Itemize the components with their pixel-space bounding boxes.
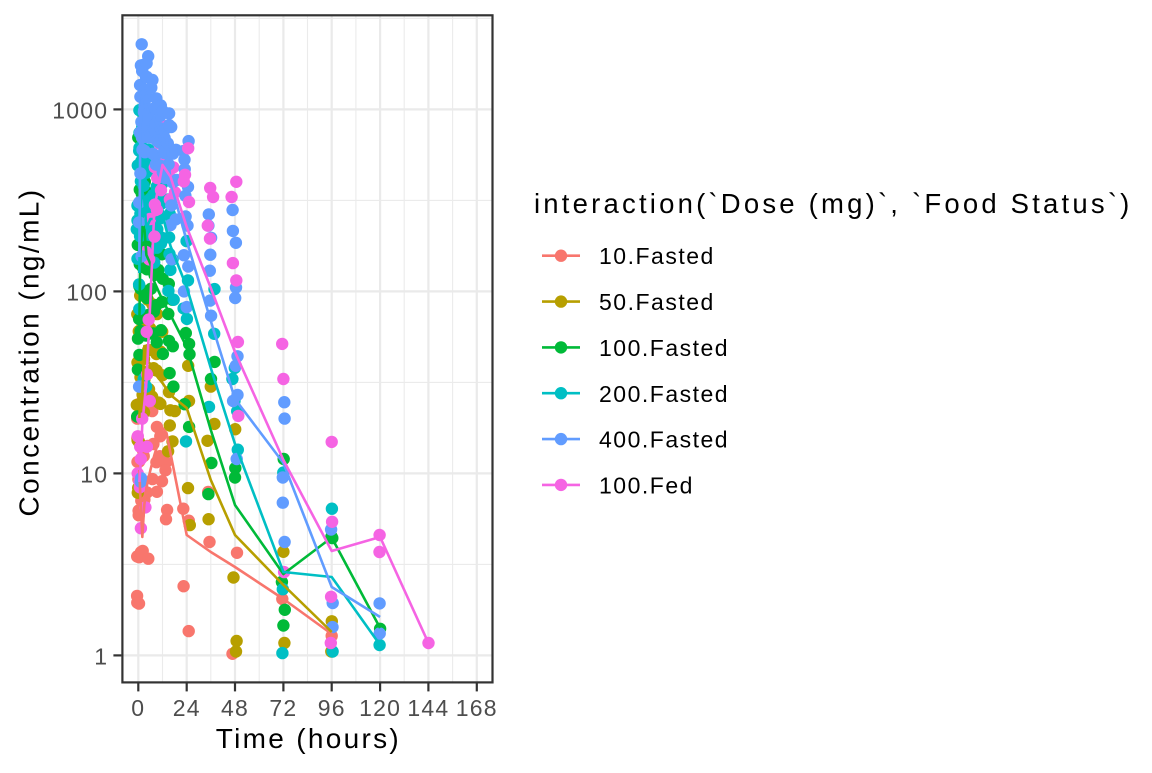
svg-text:Concentration (ng/mL): Concentration (ng/mL) [14, 188, 45, 517]
svg-text:48: 48 [221, 695, 249, 721]
svg-text:24: 24 [173, 695, 201, 721]
svg-text:100.Fed: 100.Fed [599, 472, 694, 498]
svg-text:interaction(`Dose (mg)`, `Food: interaction(`Dose (mg)`, `Food Status`) [534, 188, 1133, 219]
svg-text:100: 100 [66, 279, 108, 305]
svg-text:144: 144 [407, 695, 449, 721]
svg-text:0: 0 [131, 695, 145, 721]
svg-text:200.Fasted: 200.Fasted [599, 381, 729, 407]
svg-text:10: 10 [80, 461, 108, 487]
svg-text:120: 120 [359, 695, 401, 721]
svg-text:50.Fasted: 50.Fasted [599, 289, 715, 315]
svg-text:168: 168 [456, 695, 498, 721]
svg-text:100.Fasted: 100.Fasted [599, 335, 729, 361]
svg-text:1: 1 [94, 643, 108, 669]
svg-text:1000: 1000 [52, 97, 108, 123]
svg-text:96: 96 [318, 695, 346, 721]
svg-text:72: 72 [269, 695, 297, 721]
svg-text:10.Fasted: 10.Fasted [599, 243, 715, 269]
svg-text:Time (hours): Time (hours) [216, 723, 401, 754]
svg-text:400.Fasted: 400.Fasted [599, 427, 729, 453]
